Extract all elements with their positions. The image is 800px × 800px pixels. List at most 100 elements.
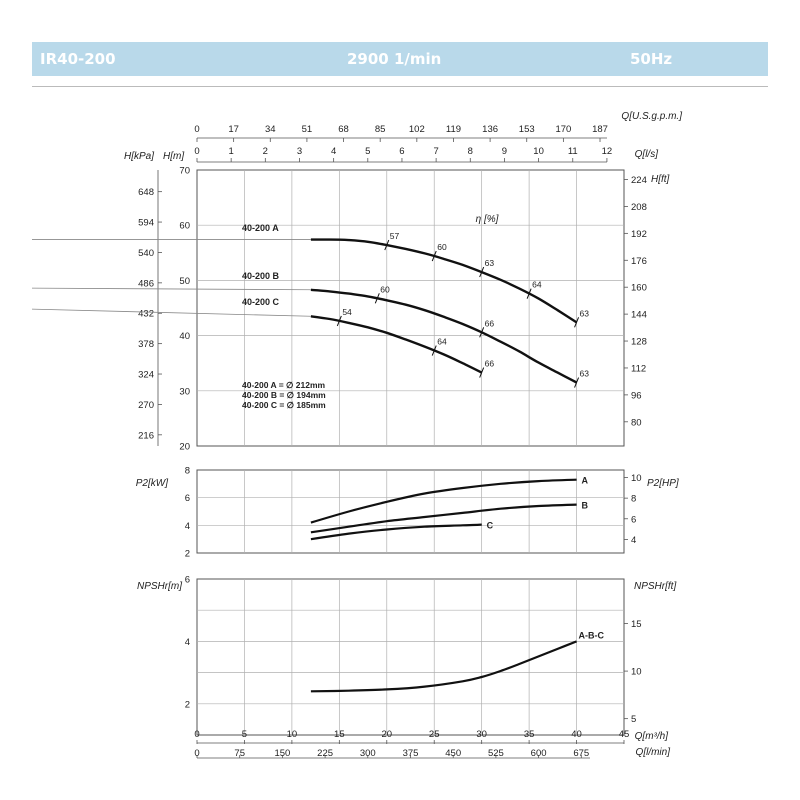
ft-tick-label: 176 [631,256,647,267]
ls-tick-label: 5 [365,146,370,157]
lmin-tick-label: 225 [317,748,333,759]
power-curve-b [310,503,577,534]
power-axis-title: P2[kW] [136,478,168,489]
gpm-tick-label: 0 [194,124,199,135]
m3h-tick-label: 10 [287,729,298,740]
power-series-label: B [582,501,589,511]
kpa-tick-label: 378 [138,339,154,350]
efficiency-value: 60 [437,242,447,252]
hp-tick-label: 4 [631,535,636,546]
head-curve-a [310,238,578,324]
efficiency-label: η [%] [476,214,499,225]
power-y-tick-label: 8 [185,466,190,477]
gpm-tick-label: 187 [592,124,608,135]
efficiency-value: 63 [580,369,590,379]
head-y-tick-label: 40 [179,331,190,342]
gpm-tick-label: 119 [446,124,461,135]
gpm-tick-label: 153 [519,124,535,135]
kpa-tick-label: 216 [138,430,154,441]
gpm-tick-label: 102 [409,124,425,135]
power-curve-a [310,478,577,524]
efficiency-value: 57 [390,231,400,241]
efficiency-value: 63 [580,308,590,318]
m3h-tick-label: 5 [242,729,247,740]
m3h-axis-title: Q[m³/h] [635,731,669,742]
efficiency-tick [384,239,390,251]
m3h-tick-label: 30 [476,729,487,740]
kpa-tick-label: 324 [138,370,154,381]
efficiency-tick [526,288,532,299]
power-series-label: C [487,521,494,531]
m3h-tick-label: 15 [334,729,345,740]
ls-tick-label: 8 [468,146,473,157]
m3h-tick-label: 45 [619,729,630,740]
lmin-tick-label: 450 [445,748,461,759]
ls-tick-label: 9 [502,146,507,157]
ft-tick-label: 128 [631,337,647,348]
head-plot-frame [196,169,625,447]
npsh-axis-title: NPSHr[m] [137,581,182,592]
lmin-tick-label: 675 [573,748,589,759]
kpa-axis-title: H[kPa] [124,151,154,162]
kpa-tick-label: 432 [138,309,154,320]
lmin-tick-label: 75 [234,748,245,759]
efficiency-value: 66 [485,318,495,328]
ft-tick-label: 208 [631,202,647,213]
ft-tick-label: 144 [631,310,647,321]
efficiency-tick [336,315,342,327]
head-curve-b-extension [31,287,311,291]
hp-tick-label: 8 [631,494,636,505]
kpa-tick-label: 594 [138,218,154,229]
frequency-label: 50Hz [630,50,673,68]
diameter-legend-entry: 40-200 A = ∅ 212mm [242,380,326,390]
kpa-tick-label: 486 [138,278,154,289]
head-curve-b [310,288,578,384]
efficiency-tick [479,327,485,338]
ls-tick-label: 4 [331,146,336,157]
efficiency-value: 63 [485,258,495,268]
lmin-tick-label: 150 [274,748,290,759]
head-y-tick-label: 20 [179,442,190,453]
gpm-tick-label: 170 [555,124,571,135]
hp-tick-label: 10 [631,473,642,484]
lmin-tick-label: 525 [488,748,504,759]
ls-tick-label: 12 [602,146,613,157]
efficiency-tick [431,250,437,262]
lmin-tick-label: 300 [360,748,376,759]
ls-tick-label: 6 [399,146,404,157]
lmin-tick-label: 600 [531,748,547,759]
power-curve-c [310,523,482,541]
gpm-tick-label: 136 [482,124,498,135]
hp-tick-label: 6 [631,514,636,525]
lmin-tick-label: 375 [403,748,419,759]
diameter-legend-entry: 40-200 C = ∅ 185mm [242,400,326,410]
power-y-tick-label: 2 [185,549,190,560]
model-name: IR40-200 [40,50,116,68]
ls-tick-label: 3 [297,146,302,157]
npsh-y-tick-label: 2 [185,699,190,710]
efficiency-value: 64 [532,280,542,290]
head-y-tick-label: 70 [179,166,190,177]
npsh-plot-frame [196,578,625,736]
lmin-tick-label: 0 [194,748,199,759]
ls-tick-label: 11 [568,146,578,157]
efficiency-value: 64 [437,337,447,347]
head-curve-c-extension [31,308,311,317]
head-curve-c [310,315,483,374]
npsh-series-label: A-B-C [579,630,605,640]
power-y-tick-label: 6 [185,493,190,504]
efficiency-tick [431,345,437,356]
ft-tick-label: 224 [631,175,647,186]
npsh-ft-tick-label: 5 [631,714,636,725]
head-series-label: 40-200 B [242,271,280,281]
ft-tick-label: 80 [631,417,642,428]
ft-tick-label: 192 [631,229,647,240]
ls-tick-label: 7 [433,146,438,157]
efficiency-value: 60 [380,284,390,294]
header-divider [32,86,768,87]
npsh-curve [310,640,577,693]
gpm-tick-label: 34 [265,124,276,135]
head-y-tick-label: 60 [179,221,190,232]
head-series-label: 40-200 C [242,297,280,307]
lmin-axis-title: Q[l/min] [636,747,671,758]
